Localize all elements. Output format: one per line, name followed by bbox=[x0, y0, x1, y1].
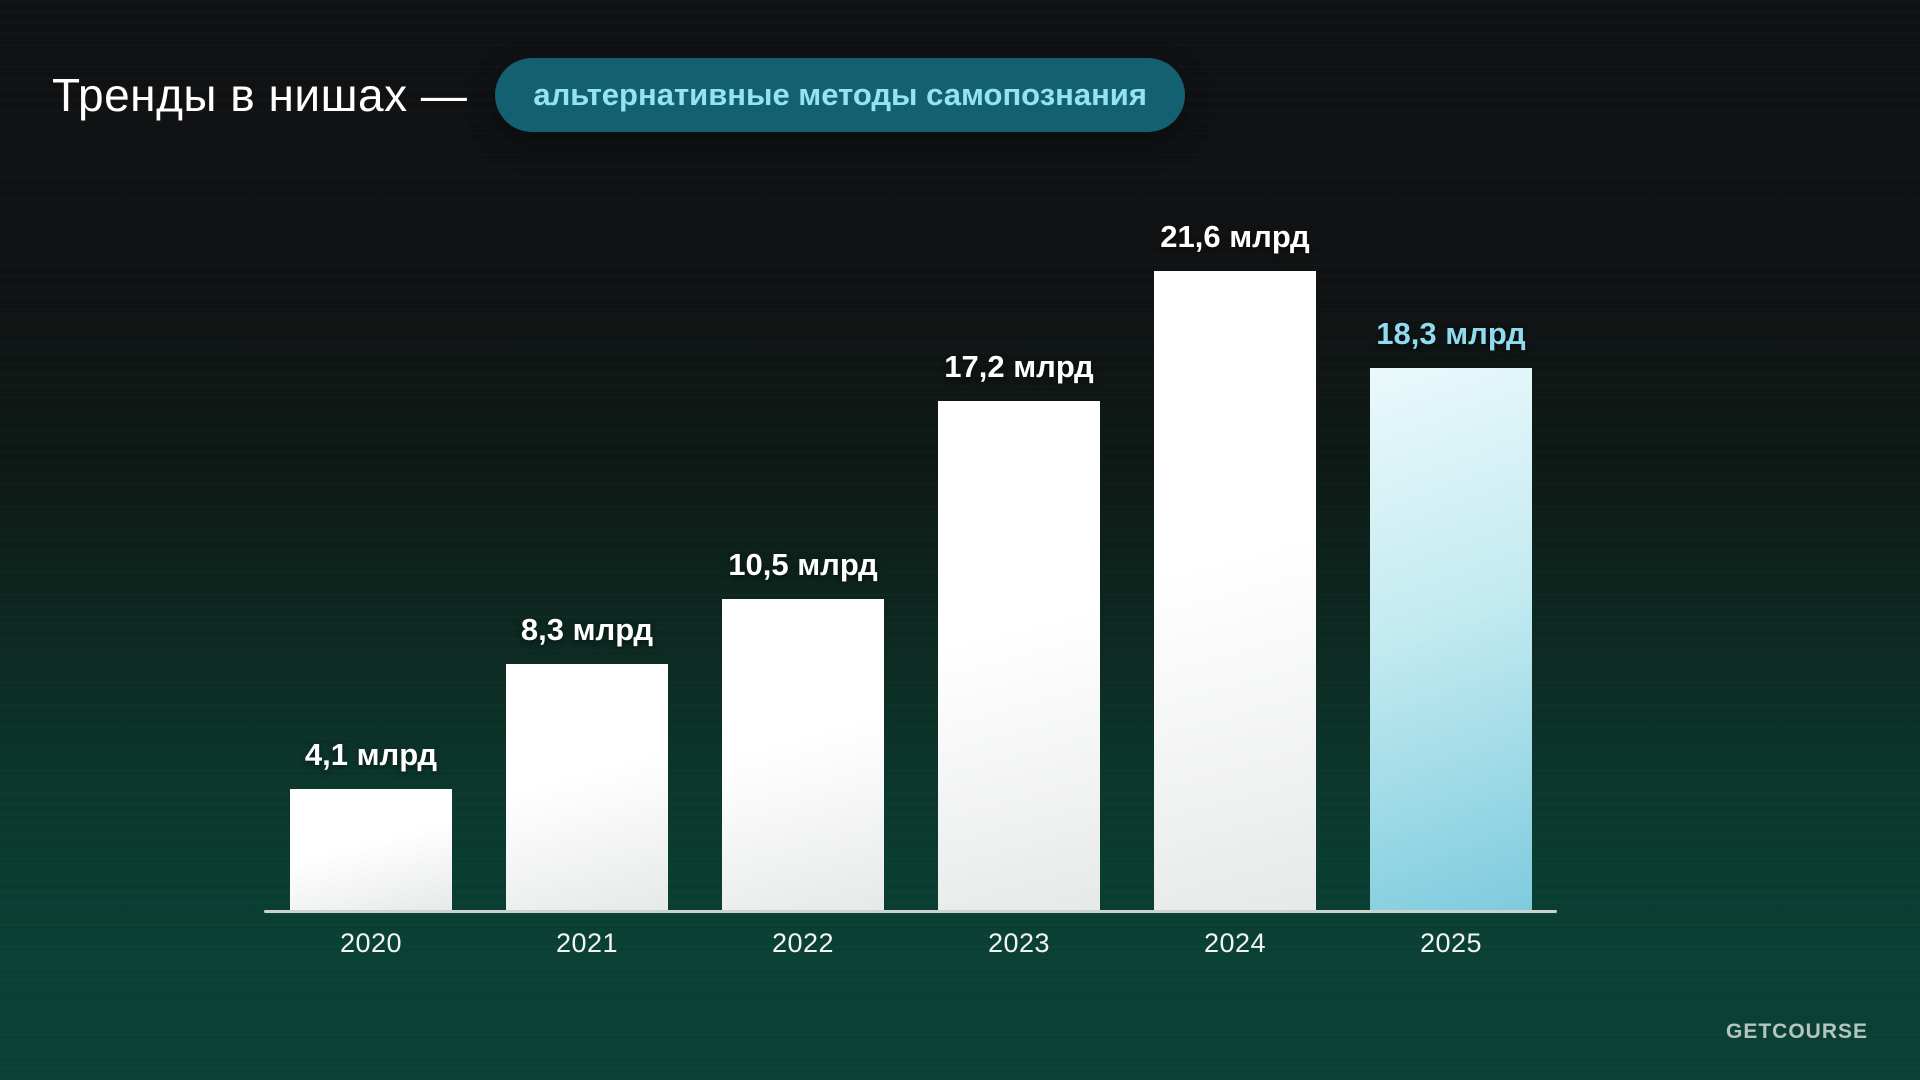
bar-2020 bbox=[290, 789, 452, 910]
bar-group-2023: 17,2 млрд bbox=[938, 349, 1100, 910]
bar-group-2025: 18,3 млрд bbox=[1370, 316, 1532, 910]
bar-group-2020: 4,1 млрд bbox=[290, 737, 452, 910]
x-axis-tick-label: 2022 bbox=[771, 928, 835, 958]
bar-value-label: 10,5 млрд bbox=[728, 547, 878, 582]
x-axis-line bbox=[264, 910, 1557, 913]
bar-2021 bbox=[506, 664, 668, 910]
bar-group-2022: 10,5 млрд bbox=[722, 547, 884, 910]
bar-group-2024: 21,6 млрд bbox=[1154, 219, 1316, 910]
x-axis-tick-label: 2020 bbox=[339, 928, 403, 958]
bar-2025 bbox=[1370, 368, 1532, 910]
bar-group-2021: 8,3 млрд bbox=[506, 612, 668, 910]
bar-2022 bbox=[722, 599, 884, 910]
page-title: Тренды в нишах — bbox=[52, 69, 468, 121]
x-axis-tick-label: 2023 bbox=[987, 928, 1051, 958]
topic-badge: альтернативные методы самопознания bbox=[495, 58, 1185, 132]
bar-value-label: 4,1 млрд bbox=[304, 737, 438, 772]
bar-2024 bbox=[1154, 271, 1316, 910]
bar-2023 bbox=[938, 401, 1100, 910]
bar-value-label: 8,3 млрд bbox=[520, 612, 654, 647]
header: Тренды в нишах — альтернативные методы с… bbox=[52, 58, 1185, 132]
bar-value-label: 18,3 млрд bbox=[1376, 316, 1526, 351]
x-axis-tick-label: 2024 bbox=[1203, 928, 1267, 958]
x-axis-tick-label: 2021 bbox=[555, 928, 619, 958]
x-axis-tick-label: 2025 bbox=[1419, 928, 1483, 958]
bar-value-label: 21,6 млрд bbox=[1160, 219, 1310, 254]
getcourse-logo: GETCOURSE bbox=[1725, 1020, 1868, 1043]
bar-value-label: 17,2 млрд bbox=[944, 349, 1094, 384]
